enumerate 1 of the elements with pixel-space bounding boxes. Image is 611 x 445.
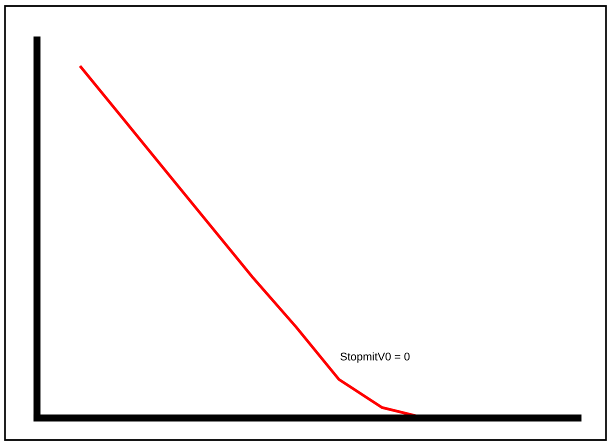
- annotation: StopmitV0 = 0: [340, 352, 410, 363]
